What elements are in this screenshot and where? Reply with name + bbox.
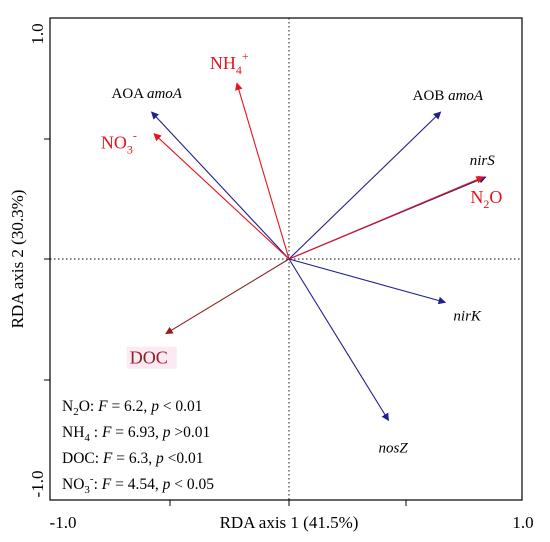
- env-label-n2o: N2O: [470, 187, 502, 211]
- species-label-nosz: nosZ: [379, 440, 409, 456]
- env-arrow-no3: [153, 133, 290, 260]
- env-label-no3: NO3-: [101, 129, 137, 157]
- env-label-doc: DOC: [130, 348, 168, 368]
- env-arrow-nh4: [235, 82, 290, 260]
- y-tick-label-min: -1.0: [28, 471, 47, 498]
- env-arrow-n2o: [288, 176, 485, 260]
- x-tick-label-max: 1.0: [512, 513, 533, 532]
- species-label-amoa-aoa: AOA amoA: [112, 86, 183, 102]
- doc-label-highlight: [126, 346, 177, 369]
- env-label-nh4: NH4+: [210, 49, 249, 77]
- env-arrow-doc: [165, 258, 290, 335]
- species-label-nirs: nirS: [470, 153, 496, 169]
- stat-line-n2o: N2O: F = 6.2, p < 0.01: [62, 398, 203, 418]
- species-label-nirk: nirK: [453, 308, 482, 324]
- x-tick-label-min: -1.0: [50, 513, 77, 532]
- species-arrow-nosz: [288, 258, 390, 422]
- y-axis-title: RDA axis 2 (30.3%): [8, 190, 27, 329]
- stat-line-no3: NO3-: F = 4.54, p < 0.05: [62, 473, 214, 496]
- statistics-block: N2O: F = 6.2, p < 0.01 NH4 : F = 6.93, p …: [62, 398, 214, 496]
- species-arrow-nirk: [288, 258, 447, 305]
- stat-line-doc: DOC: F = 6.3, p <0.01: [62, 450, 204, 467]
- y-tick-label-max: 1.0: [28, 23, 47, 44]
- species-label-amoa-aob: AOB amoA: [413, 88, 484, 104]
- x-axis-title: RDA axis 1 (41.5%): [220, 513, 359, 532]
- species-arrow-amoa-aoa: [151, 111, 290, 260]
- stat-line-nh4: NH4 : F = 6.93, p >0.01: [62, 424, 210, 444]
- species-arrow-amoa-aob: [288, 111, 442, 260]
- frame-ticks: [44, 138, 407, 506]
- vector-layer: AOA amoA AOB amoA nirS nirK nosZ NH4+ NO3- N2O D…: [101, 49, 502, 456]
